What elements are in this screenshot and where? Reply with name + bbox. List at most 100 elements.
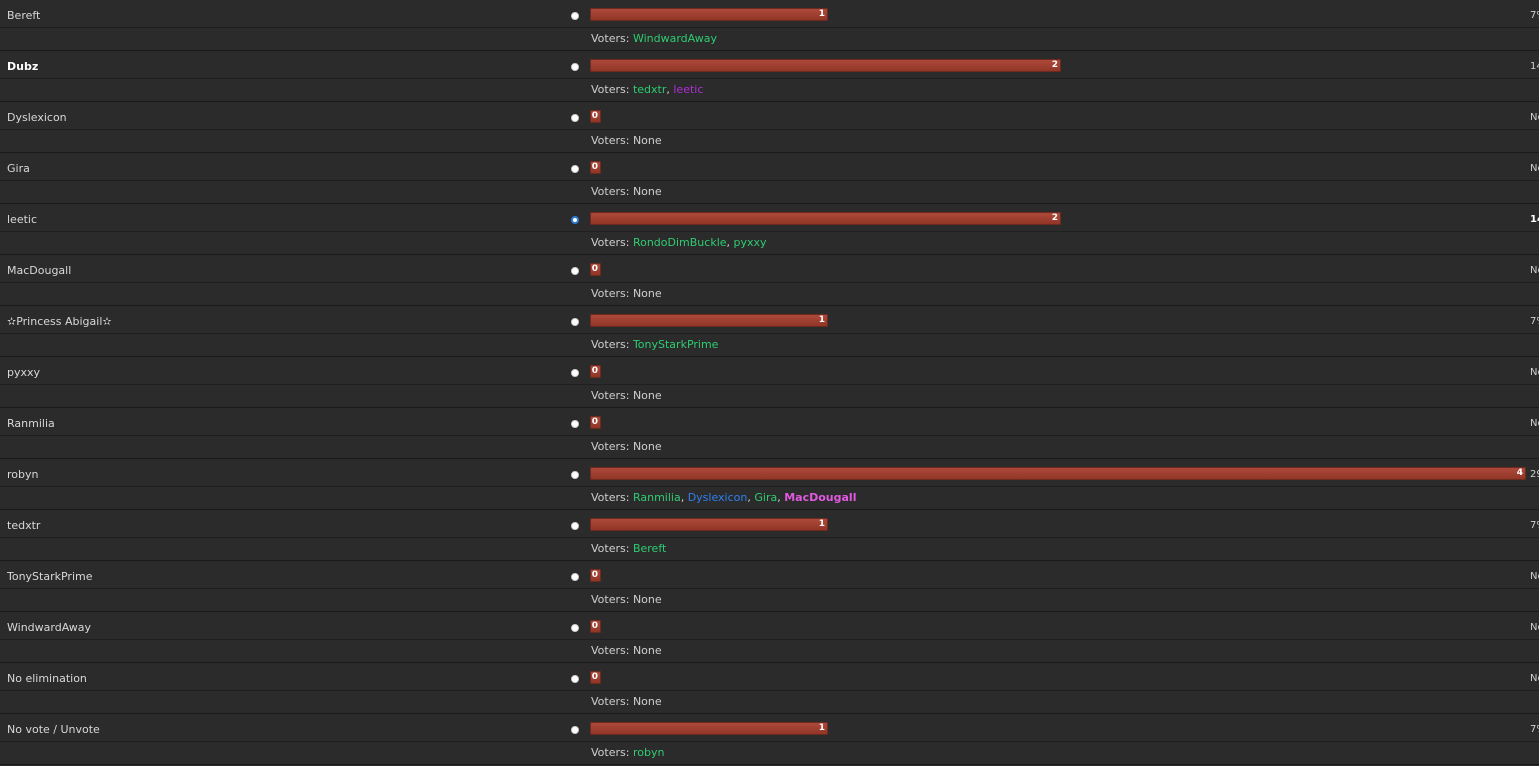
vote-radio[interactable] [571,420,579,428]
vote-radio[interactable] [571,114,579,122]
vote-bar: 2 [590,212,1061,225]
vote-percent: No [1530,112,1539,123]
voters-label: Voters: [591,593,630,606]
voters-line: Voters: Bereft [591,542,666,555]
voter-name[interactable]: Ranmilia [632,491,681,504]
option-name: leetic [7,213,38,226]
voters-label: Voters: [591,287,630,300]
vote-radio[interactable] [571,471,579,479]
vote-radio[interactable] [571,267,579,275]
voter-name: None [632,134,662,147]
vote-percent: No [1530,265,1539,276]
vote-radio[interactable] [571,726,579,734]
voters-line: Voters: None [591,644,662,657]
vote-bar: 0 [590,365,601,378]
poll-option-row: Bereft 1 7% Voters: WindwardAway [0,0,1539,51]
vote-bar: 1 [590,722,828,735]
voter-name[interactable]: MacDougall [784,491,857,504]
voters-line: Voters: None [591,440,662,453]
vote-percent: No [1530,622,1539,633]
voters-line: Voters: None [591,185,662,198]
voter-name: None [632,185,662,198]
voters-line: Voters: tedxtr, leetic [591,83,704,96]
voter-name[interactable]: tedxtr [632,83,667,96]
voters-line: Voters: robyn [591,746,664,759]
voters-label: Voters: [591,134,630,147]
voters-line: Voters: None [591,695,662,708]
voters-label: Voters: [591,338,630,351]
voters-label: Voters: [591,542,630,555]
voter-name: None [632,695,662,708]
vote-count: 0 [591,570,598,580]
vote-radio-selected[interactable] [571,216,579,224]
voters-label: Voters: [591,440,630,453]
vote-percent: 14 [1530,214,1539,225]
vote-percent: No [1530,163,1539,174]
vote-radio[interactable] [571,573,579,581]
vote-bar: 0 [590,416,601,429]
voter-name[interactable]: robyn [632,746,665,759]
option-name: Ranmilia [7,417,55,430]
poll-option-row: WindwardAway 0 No Voters: None [0,612,1539,663]
poll-option-row: Dyslexicon 0 No Voters: None [0,102,1539,153]
vote-count: 1 [818,519,825,529]
vote-count: 1 [818,9,825,19]
voter-name[interactable]: WindwardAway [632,32,717,45]
vote-radio[interactable] [571,318,579,326]
vote-radio[interactable] [571,63,579,71]
voters-label: Voters: [591,32,630,45]
voter-name[interactable]: pyxxy [733,236,767,249]
option-name: Dubz [7,60,39,73]
vote-radio[interactable] [571,369,579,377]
vote-percent: No [1530,673,1539,684]
vote-radio[interactable] [571,675,579,683]
vote-count: 0 [591,264,598,274]
vote-count: 2 [1051,60,1058,70]
option-name: No vote / Unvote [7,723,100,736]
voters-label: Voters: [591,185,630,198]
poll-option-row: Ranmilia 0 No Voters: None [0,408,1539,459]
vote-radio[interactable] [571,165,579,173]
vote-percent: No [1530,571,1539,582]
voters-line: Voters: None [591,389,662,402]
option-name: WindwardAway [7,621,92,634]
vote-radio[interactable] [571,12,579,20]
voters-label: Voters: [591,491,630,504]
poll-option-row: No vote / Unvote 1 7% Voters: robyn [0,714,1539,765]
vote-radio[interactable] [571,624,579,632]
poll-option-row: ✫Princess Abigail✫ 1 7% Voters: TonyStar… [0,306,1539,357]
voters-label: Voters: [591,83,630,96]
poll-option-row: Dubz 2 14 Voters: tedxtr, leetic [0,51,1539,102]
poll-option-row: robyn 4 29 Voters: Ranmilia, Dyslexicon,… [0,459,1539,510]
option-name: ✫Princess Abigail✫ [7,315,112,328]
vote-bar: 1 [590,518,828,531]
voter-name[interactable]: RondoDimBuckle [632,236,727,249]
voters-line: Voters: WindwardAway [591,32,717,45]
vote-percent: 29 [1530,469,1539,480]
voter-name[interactable]: leetic [673,83,704,96]
voters-label: Voters: [591,746,630,759]
voter-name[interactable]: Bereft [632,542,667,555]
voter-name[interactable]: Dyslexicon [687,491,748,504]
vote-bar: 0 [590,569,601,582]
voter-name[interactable]: TonyStarkPrime [632,338,719,351]
option-name: tedxtr [7,519,41,532]
vote-bar: 0 [590,620,601,633]
vote-percent: 7% [1530,10,1539,21]
voters-line: Voters: None [591,287,662,300]
poll-option-row: tedxtr 1 7% Voters: Bereft [0,510,1539,561]
option-name: TonyStarkPrime [7,570,93,583]
vote-radio[interactable] [571,522,579,530]
poll-option-row: No elimination 0 No Voters: None [0,663,1539,714]
voter-name[interactable]: Gira [754,491,778,504]
poll-option-row: leetic 2 14 Voters: RondoDimBuckle, pyxx… [0,204,1539,255]
voters-line: Voters: RondoDimBuckle, pyxxy [591,236,767,249]
vote-count: 0 [591,672,598,682]
vote-percent: 14 [1530,61,1539,72]
voter-name: None [632,389,662,402]
poll-option-row: MacDougall 0 No Voters: None [0,255,1539,306]
vote-percent: 7% [1530,724,1539,735]
option-name: Gira [7,162,30,175]
voters-line: Voters: TonyStarkPrime [591,338,718,351]
